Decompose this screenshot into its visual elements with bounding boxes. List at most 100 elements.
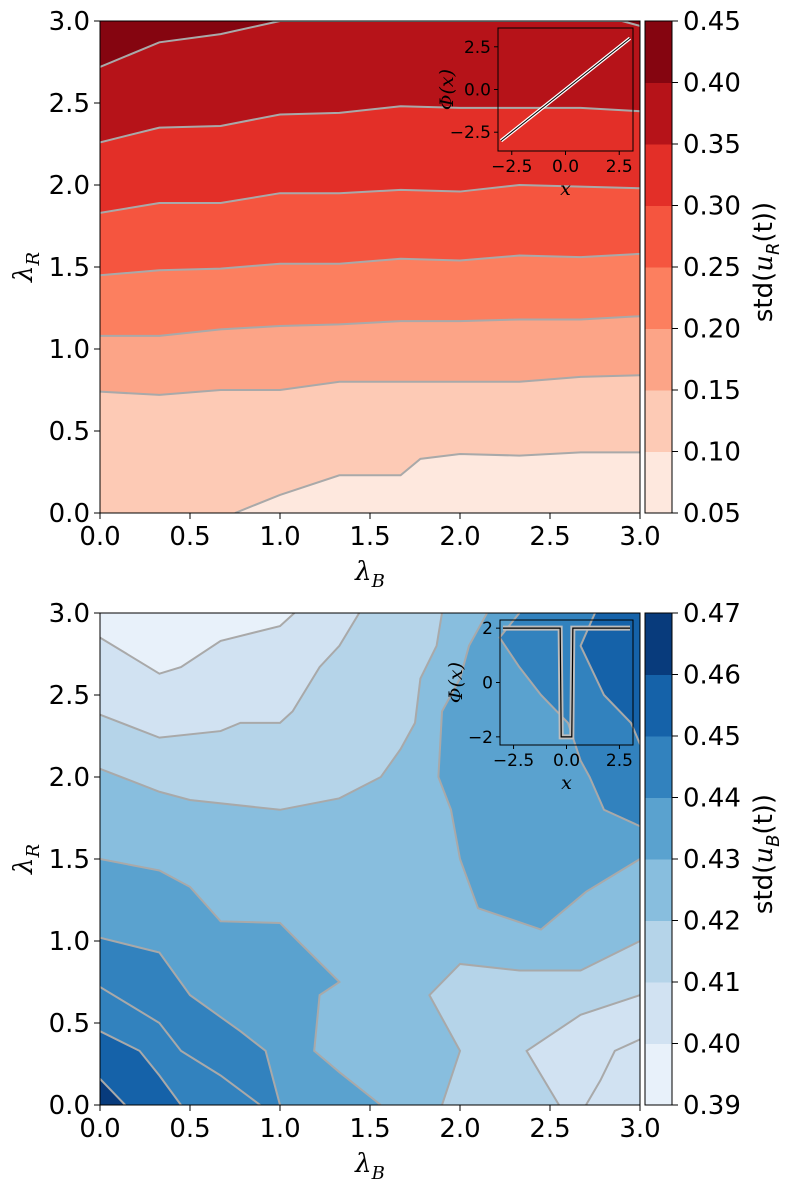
y-tick-label: 1.0 — [49, 335, 90, 365]
colorbar-swatch — [645, 797, 672, 860]
contour-line — [100, 21, 640, 68]
contour-line — [100, 1078, 126, 1105]
contour-line — [437, 613, 640, 931]
contour-line — [498, 613, 640, 828]
colorbar-swatch — [645, 451, 672, 514]
inset-x-tick-label: 0.0 — [552, 157, 579, 177]
contour-line — [100, 105, 640, 144]
y-tick-label: 2.0 — [49, 763, 90, 793]
inset: −2.5 0.0 2.5 −2.5 0.0 2.5 x Φ(x) — [436, 27, 634, 200]
inset-y-tick-label: −2.5 — [450, 123, 491, 143]
inset-x-axis-label: x — [561, 772, 572, 794]
y-tick-label: 1.5 — [49, 253, 90, 283]
contour-line — [100, 858, 382, 1105]
colorbar-tick-label: 0.45 — [683, 7, 741, 37]
band-fill — [235, 452, 640, 513]
colorbar-swatch — [645, 21, 672, 83]
colorbar-tick-label: 0.35 — [683, 130, 741, 160]
inset-x-tick-label: 0.0 — [553, 751, 580, 771]
x-tick-label: 2.0 — [439, 1114, 480, 1144]
contour-line — [100, 613, 296, 675]
colorbar-tick-label: 0.10 — [683, 438, 741, 468]
contour-line — [100, 613, 443, 811]
colorbar-swatch — [645, 1043, 672, 1106]
inset: −2.5 0.0 2.5 −2 0 2 x Φ(x) — [445, 619, 634, 794]
x-tick-label: 0.5 — [169, 522, 210, 552]
contour-lines — [100, 613, 640, 1105]
colorbar-tick-label: 0.44 — [683, 784, 741, 814]
colorbar-swatch — [645, 859, 672, 921]
contour-line — [100, 936, 281, 1105]
colorbar-tick-label: 0.30 — [683, 192, 741, 222]
contour-line — [100, 374, 640, 396]
y-tick-label: 2.5 — [49, 681, 90, 711]
inset-x-tick-label: −2.5 — [491, 157, 532, 177]
y-tick-label: 2.5 — [49, 89, 90, 119]
y-tick-label: 0.5 — [49, 417, 90, 447]
colorbar-swatch — [645, 267, 672, 329]
contour-line — [100, 252, 640, 277]
inset-y-tick-label: 2.5 — [464, 38, 491, 58]
inset-x-tick-label: −2.5 — [493, 751, 534, 771]
colorbar-tick-label: 0.41 — [683, 968, 741, 998]
inset-y-tick-label: 0 — [482, 674, 493, 694]
colorbar-tick-label: 0.40 — [683, 1030, 741, 1060]
x-tick-label: 0.5 — [169, 1114, 210, 1144]
colorbar-label: std(uB(t)) — [749, 794, 784, 914]
colorbar-swatch — [645, 736, 672, 798]
contour-line — [100, 1030, 182, 1105]
y-tick-label: 0.0 — [49, 499, 90, 529]
x-tick-label: 2.0 — [439, 522, 480, 552]
colorbar-swatch — [645, 613, 672, 675]
colorbar-tick-label: 0.42 — [683, 907, 741, 937]
colorbar-swatch — [645, 205, 672, 268]
y-tick-label: 2.0 — [49, 171, 90, 201]
colorbar-swatch — [645, 390, 672, 452]
x-tick-label: 1.5 — [349, 1114, 390, 1144]
y-tick-label: 1.0 — [49, 927, 90, 957]
contour-panel-1: 0.0 0.5 1.0 1.5 2.0 2.5 3.0 0.0 0.5 1.0 1.5 2.0 2.5 3… — [9, 7, 784, 592]
colorbar: 0.39 0.40 0.41 0.42 0.43 0.44 0.45 0.46 0.47 std(… — [644, 599, 784, 1121]
x-tick-label: 1.0 — [259, 1114, 300, 1144]
contour-line — [579, 613, 640, 745]
x-tick-label: 3.0 — [619, 1114, 660, 1144]
inset-y-axis-label: Φ(x) — [436, 69, 458, 110]
inset-x-tick-label: 2.5 — [606, 157, 633, 177]
x-tick-label: 0.0 — [79, 522, 120, 552]
colorbar-tick-label: 0.15 — [683, 376, 741, 406]
contour-line — [100, 986, 261, 1105]
contour-line — [525, 994, 640, 1105]
colorbar-tick-label: 0.46 — [683, 661, 741, 691]
inset-curve — [500, 37, 631, 142]
x-tick-label: 2.5 — [529, 1114, 570, 1144]
band-fill — [100, 613, 295, 674]
colorbar-swatch — [645, 82, 672, 145]
contour-lines — [100, 21, 640, 513]
colorbar-swatch — [645, 920, 672, 983]
inset-y-tick-label: −2 — [468, 728, 493, 748]
inset-y-tick-label: 0.0 — [464, 81, 491, 101]
colorbar-tick-label: 0.39 — [683, 1091, 741, 1121]
contour-line — [234, 451, 640, 513]
colorbar-swatch — [645, 982, 672, 1044]
contour-line — [585, 1038, 640, 1105]
inset-x-tick-label: 2.5 — [606, 751, 633, 771]
x-axis-label: λB — [354, 1149, 385, 1184]
y-tick-label: 1.5 — [49, 845, 90, 875]
colorbar-swatch — [645, 328, 672, 391]
x-tick-label: 2.5 — [529, 522, 570, 552]
contour-line — [100, 315, 640, 337]
colorbar-tick-label: 0.05 — [683, 499, 741, 529]
colorbar-tick-label: 0.25 — [683, 253, 741, 283]
colorbar-label: std(uR(t)) — [749, 202, 784, 322]
contour-line — [100, 613, 361, 739]
inset-y-tick-label: 2 — [482, 619, 493, 639]
colorbar-swatch — [645, 144, 672, 206]
inset-y-axis-label: Φ(x) — [445, 662, 467, 703]
y-tick-label: 3.0 — [49, 7, 90, 37]
y-axis-label: λR — [9, 252, 44, 283]
x-tick-label: 3.0 — [619, 522, 660, 552]
x-axis-label: λB — [354, 557, 385, 592]
colorbar-swatch — [645, 674, 672, 737]
